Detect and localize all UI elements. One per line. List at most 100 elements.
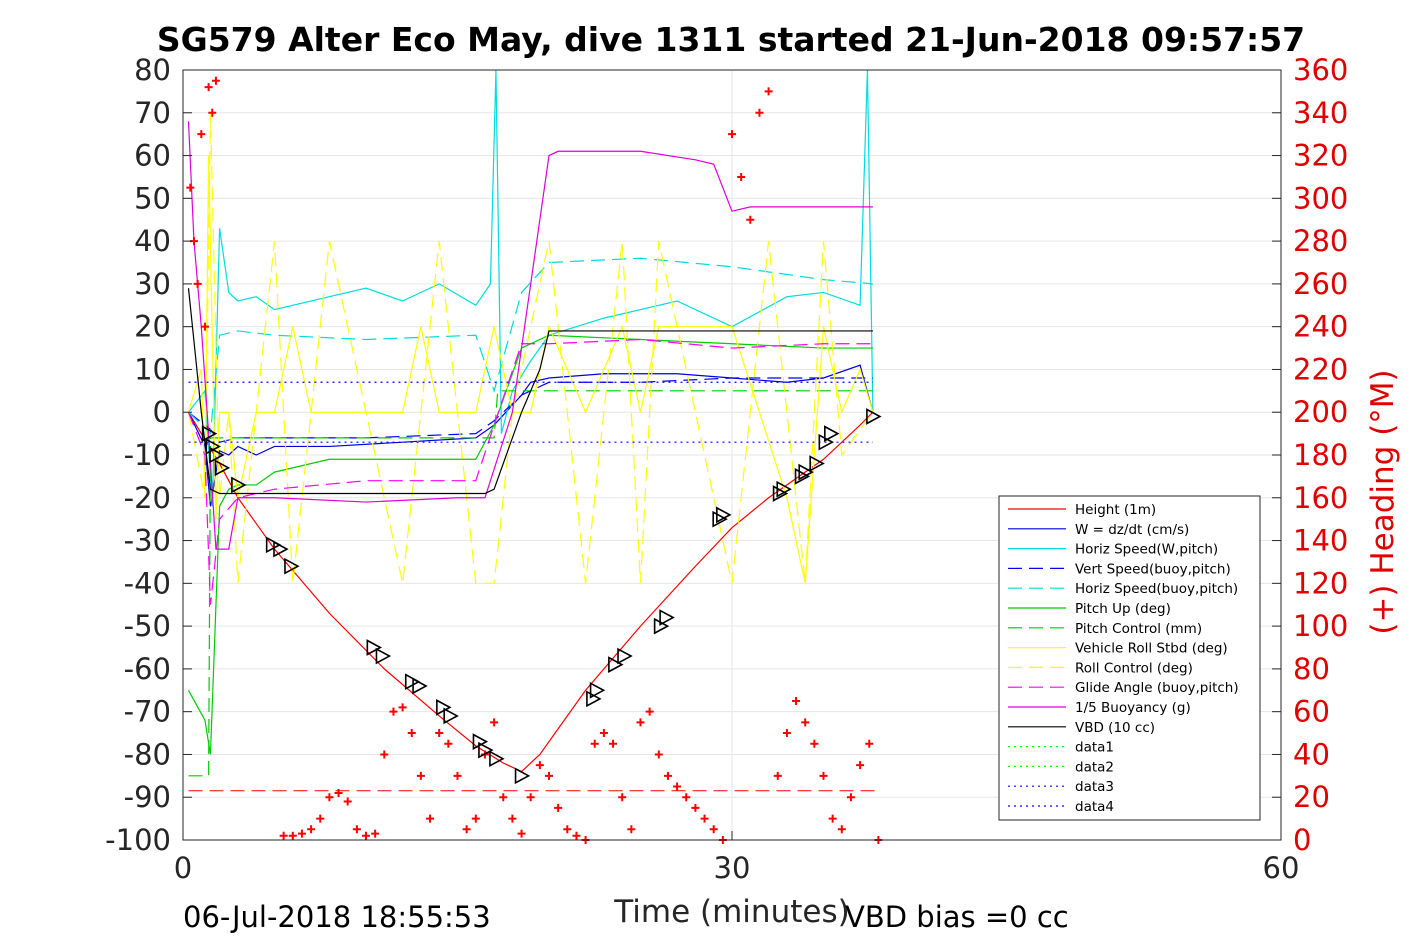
y-tick-label: 50 bbox=[134, 181, 171, 215]
heading-point bbox=[700, 814, 709, 823]
dive-marker bbox=[818, 433, 835, 451]
y-tick-label: -40 bbox=[124, 566, 171, 600]
dive-marker bbox=[375, 647, 392, 665]
y-right-tick-label: 20 bbox=[1293, 780, 1330, 814]
dive-marker bbox=[231, 476, 247, 494]
y-right-tick-label: 360 bbox=[1293, 53, 1348, 87]
heading-point bbox=[435, 729, 444, 738]
series-line-4 bbox=[188, 257, 873, 435]
heading-point bbox=[654, 750, 663, 759]
heading-point bbox=[208, 108, 217, 117]
legend-label: 1/5 Buoyancy (g) bbox=[1075, 700, 1191, 716]
heading-point bbox=[636, 718, 645, 727]
heading-point bbox=[645, 707, 654, 716]
y-right-tick-label: 100 bbox=[1293, 609, 1348, 643]
y-tick-label: 30 bbox=[134, 267, 171, 301]
heading-point bbox=[343, 797, 352, 806]
heading-point bbox=[728, 130, 736, 139]
series-line-6 bbox=[188, 390, 873, 777]
footer-vbd-bias: VBD bias =0 cc bbox=[845, 900, 1069, 934]
heading-point bbox=[764, 87, 773, 96]
dive-marker bbox=[472, 733, 489, 750]
heading-point bbox=[197, 130, 206, 139]
y-right-tick-label: 240 bbox=[1293, 310, 1348, 344]
dive-marker bbox=[809, 455, 825, 472]
y-tick-label: -10 bbox=[124, 438, 171, 472]
footer-date: 06-Jul-2018 18:55:53 bbox=[183, 900, 491, 934]
y-tick-label: 0 bbox=[153, 395, 171, 429]
dive-marker bbox=[265, 536, 282, 554]
x-tick-label: 30 bbox=[714, 851, 751, 885]
heading-point bbox=[389, 707, 398, 716]
series-line-5 bbox=[187, 334, 873, 755]
dive-marker bbox=[617, 647, 633, 665]
heading-point bbox=[819, 771, 828, 780]
heading-point bbox=[398, 703, 407, 712]
heading-point bbox=[334, 788, 343, 797]
right-axis-label: (+) Heading (°M) bbox=[1365, 369, 1401, 634]
heading-point bbox=[499, 793, 508, 802]
y-tick-label: -20 bbox=[124, 481, 171, 515]
y-right-tick-label: 320 bbox=[1293, 139, 1348, 173]
y-right-tick-label: 60 bbox=[1293, 695, 1330, 729]
heading-point bbox=[186, 183, 195, 192]
y-tick-label: -90 bbox=[124, 780, 171, 814]
legend-label: Glide Angle (buoy,pitch) bbox=[1075, 680, 1239, 696]
dive-marker bbox=[798, 463, 814, 481]
y-right-tick-label: 80 bbox=[1293, 652, 1330, 686]
heading-point bbox=[801, 718, 810, 727]
heading-point bbox=[865, 739, 874, 748]
heading-point bbox=[792, 696, 801, 705]
y-right-tick-label: 280 bbox=[1293, 224, 1348, 258]
heading-point bbox=[193, 279, 202, 288]
dive-marker bbox=[436, 699, 452, 716]
y-tick-label: -80 bbox=[124, 737, 171, 771]
series-line-3 bbox=[188, 377, 873, 443]
heading-point bbox=[471, 814, 480, 823]
heading-point bbox=[453, 771, 462, 780]
dive-marker bbox=[273, 540, 289, 558]
y-tick-label: 40 bbox=[134, 224, 171, 258]
legend-label: Horiz Speed(buoy,pitch) bbox=[1075, 581, 1238, 597]
heading-point bbox=[352, 825, 361, 834]
series-line-9 bbox=[187, 338, 873, 605]
y-tick-label: 70 bbox=[134, 96, 171, 130]
x-axis-label: Time (minutes) bbox=[613, 894, 849, 930]
heading-point bbox=[200, 322, 209, 331]
marker-group bbox=[186, 76, 883, 844]
y-right-tick-label: 340 bbox=[1293, 96, 1348, 130]
x-tick-label: 60 bbox=[1263, 851, 1300, 885]
dive-marker bbox=[824, 425, 840, 442]
dive-marker bbox=[589, 681, 606, 699]
y-right-tick-label: 140 bbox=[1293, 524, 1348, 558]
series-line-2 bbox=[188, 69, 874, 507]
y-tick-label: -60 bbox=[124, 652, 171, 686]
dive-marker bbox=[404, 673, 421, 691]
y-tick-label: 20 bbox=[134, 310, 171, 344]
heading-point bbox=[535, 761, 544, 770]
y-right-tick-label: 260 bbox=[1293, 267, 1348, 301]
heading-point bbox=[526, 793, 535, 802]
dive-marker bbox=[366, 639, 383, 656]
heading-point bbox=[362, 831, 370, 840]
heading-point bbox=[599, 729, 608, 738]
legend-box bbox=[998, 495, 1261, 821]
heading-point bbox=[828, 814, 837, 823]
heading-point bbox=[782, 729, 791, 738]
heading-point bbox=[618, 793, 627, 802]
axis-ticks: 80706050403020100-10-20-30-40-50-60-70-8… bbox=[105, 53, 1348, 885]
heading-point bbox=[426, 814, 435, 823]
legend-label: Pitch Control (mm) bbox=[1075, 621, 1202, 637]
dive-marker bbox=[776, 480, 792, 498]
legend-label: data2 bbox=[1075, 759, 1114, 775]
heading-point bbox=[407, 729, 416, 738]
heading-point bbox=[416, 771, 425, 780]
heading-point bbox=[307, 825, 316, 834]
legend-label: Vert Speed(buoy,pitch) bbox=[1075, 561, 1231, 577]
heading-point bbox=[755, 108, 764, 117]
dive-marker bbox=[712, 510, 728, 528]
heading-point bbox=[325, 793, 334, 802]
dive-marker bbox=[772, 485, 789, 502]
heading-point bbox=[288, 831, 297, 840]
